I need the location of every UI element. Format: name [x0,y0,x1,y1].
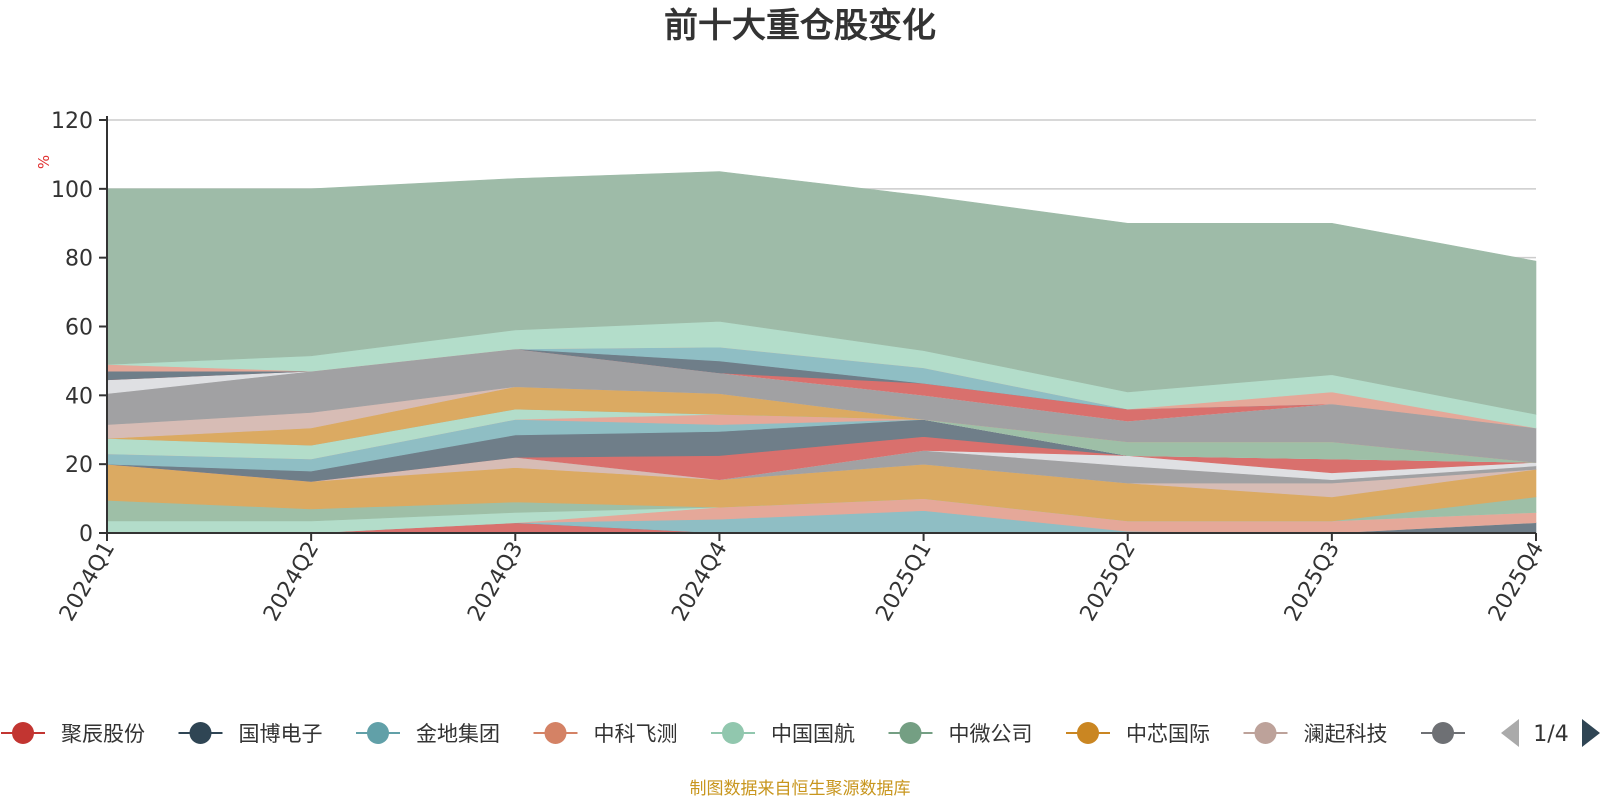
legend-item-5[interactable]: 中微公司 [888,722,1033,746]
legend-label-7: 澜起科技 [1304,722,1388,746]
legend-item-2[interactable]: 金地集团 [356,722,500,746]
data-source-note: 制图数据来自恒生聚源数据库 [690,779,911,799]
legend-prev-icon[interactable] [1501,719,1519,747]
x-tick-label-1: 2024Q2 [259,538,324,626]
legend-item-0[interactable]: 聚辰股份 [1,722,145,746]
legend-page-indicator: 1/4 [1533,722,1568,747]
y-tick-label-2: 40 [65,384,93,409]
y-tick-label-0: 0 [79,522,93,547]
x-tick-label-3: 2024Q4 [667,538,732,626]
y-tick-label-3: 60 [65,316,93,341]
legend-label-0: 聚辰股份 [61,722,145,746]
legend-item-6[interactable]: 中芯国际 [1066,722,1210,746]
legend-item-1[interactable]: 国博电子 [178,722,323,746]
legend: 聚辰股份 国博电子 金地集团 中科飞测 中国国航 中微公司 中芯国际 澜起科技 彳 [1,722,1502,746]
area-series-25 [106,171,1537,415]
legend-marker-4 [722,722,744,744]
y-tick-label-4: 80 [65,247,93,272]
y-tick-label-5: 100 [51,178,93,203]
x-tick-label-4: 2025Q1 [871,538,936,626]
legend-next-icon[interactable] [1582,719,1600,747]
y-tick-label-1: 20 [65,453,93,478]
x-tick-label-2: 2024Q3 [463,538,528,626]
plot-area [106,171,1537,534]
legend-item-4[interactable]: 中国国航 [711,722,855,746]
y-tick-label-6: 120 [51,109,93,134]
legend-item-7[interactable]: 澜起科技 [1243,722,1388,746]
legend-marker-7 [1254,722,1277,744]
legend-marker-8 [1432,722,1454,744]
legend-item-3[interactable]: 中科飞测 [533,722,678,746]
legend-marker-0 [12,722,34,744]
x-tick-label-5: 2025Q2 [1076,538,1141,626]
legend-marker-6 [1077,722,1099,744]
legend-label-3: 中科飞测 [594,722,678,746]
x-tick-label-6: 2025Q3 [1280,538,1345,626]
legend-item-8[interactable]: 彳 [1421,722,1502,746]
legend-label-8: 彳 [1481,722,1502,746]
legend-marker-3 [544,722,567,744]
legend-label-6: 中芯国际 [1126,722,1210,746]
chart-title: 前十大重仓股变化 [664,6,936,46]
legend-pager: 1/4 [1501,719,1600,747]
y-axis-label: % [35,155,53,169]
x-tick-label-0: 2024Q1 [55,538,120,626]
legend-label-2: 金地集团 [416,722,500,746]
legend-label-1: 国博电子 [239,722,323,746]
legend-label-4: 中国国航 [771,722,855,746]
legend-label-5: 中微公司 [949,722,1033,746]
x-tick-label-7: 2025Q4 [1484,538,1549,626]
legend-marker-1 [189,722,212,744]
legend-marker-2 [367,722,389,744]
legend-marker-5 [899,722,922,744]
